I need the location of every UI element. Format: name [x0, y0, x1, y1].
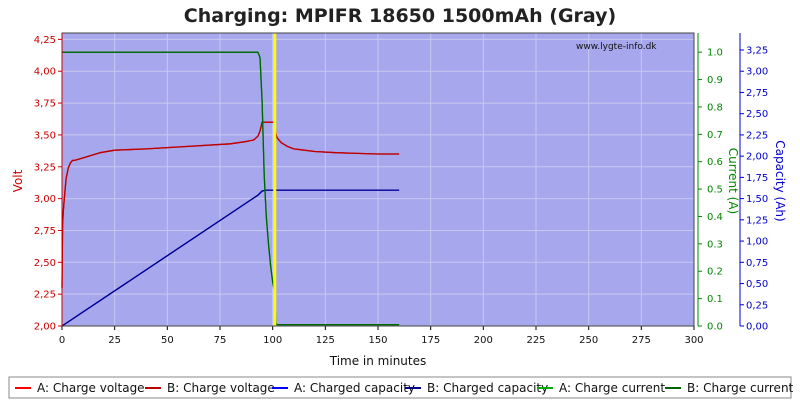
current-tick-label: 0.8	[707, 102, 723, 113]
legend-item: B: Charge voltage	[145, 381, 275, 395]
x-tick-label: 25	[108, 335, 121, 346]
volt-tick-label: 2,25	[34, 290, 56, 301]
legend-item: B: Charge current	[665, 381, 794, 395]
x-tick-label: 225	[526, 335, 545, 346]
x-tick-label: 200	[474, 335, 493, 346]
volt-tick-label: 3,25	[34, 162, 56, 173]
x-tick-label: 175	[421, 335, 440, 346]
legend-item: A: Charge voltage	[15, 381, 145, 395]
capacity-tick-label: 2,50	[746, 109, 768, 120]
x-tick-label: 0	[59, 335, 65, 346]
legend-box	[8, 376, 792, 399]
x-tick-label: 50	[161, 335, 174, 346]
capacity-tick-label: 0,25	[746, 300, 768, 311]
capacity-tick-label: 0,50	[746, 279, 768, 290]
x-tick-label: 125	[316, 335, 335, 346]
capacity-tick-label: 1,00	[746, 237, 768, 248]
volt-tick-label: 2,00	[34, 322, 56, 333]
capacity-tick-label: 2,00	[746, 152, 768, 163]
capacity-tick-label: 1,25	[746, 215, 768, 226]
x-tick-label: 100	[263, 335, 282, 346]
watermark: www.lygte-info.dk	[576, 42, 657, 52]
chart-title: Charging: MPIFR 18650 1500mAh (Gray)	[184, 5, 616, 27]
y-axis-label-current: Current (A)	[726, 148, 740, 214]
plot-area: www.lygte-info.dk	[61, 33, 695, 327]
legend-label: B: Charge voltage	[167, 381, 275, 395]
capacity-tick-label: 1,75	[746, 173, 768, 184]
legend-label: B: Charged capacity	[427, 381, 548, 395]
capacity-tick-label: 3,00	[746, 67, 768, 78]
current-tick-label: 0.9	[707, 75, 723, 86]
current-tick-label: 0.0	[707, 322, 723, 333]
current-tick-label: 0.5	[707, 185, 723, 196]
volt-tick-label: 3,50	[34, 130, 56, 141]
capacity-tick-label: 0,75	[746, 258, 768, 269]
current-tick-label: 0.6	[707, 157, 723, 168]
volt-tick-label: 4,00	[34, 67, 56, 78]
legend-item: B: Charged capacity	[405, 381, 548, 395]
volt-tick-label: 4,25	[34, 35, 56, 46]
x-tick-label: 300	[684, 335, 703, 346]
capacity-tick-label: 2,25	[746, 130, 768, 141]
y-axis-label-capacity: Capacity (Ah)	[773, 140, 787, 221]
volt-tick-label: 2,75	[34, 226, 56, 237]
legend-item: A: Charged capacity	[272, 381, 415, 395]
x-tick-label: 150	[368, 335, 387, 346]
volt-tick-label: 2,50	[34, 258, 56, 269]
legend-label: A: Charge voltage	[37, 381, 145, 395]
x-tick-label: 75	[214, 335, 227, 346]
axes: 0 25 50 75 100 125 150 175 200 225 250 275 300 2,00 2,…	[34, 32, 768, 346]
y-axis-label-volt: Volt	[11, 169, 25, 192]
x-tick-label: 250	[579, 335, 598, 346]
x-tick-label: 275	[632, 335, 651, 346]
x-axis-label: Time in minutes	[329, 354, 427, 368]
legend: A: Charge voltage B: Charge voltage A: Cha…	[8, 376, 794, 399]
current-tick-label: 0.7	[707, 130, 723, 141]
current-tick-label: 1.0	[707, 48, 723, 59]
capacity-tick-label: 2,75	[746, 88, 768, 99]
current-tick-label: 0.3	[707, 239, 723, 250]
legend-label: B: Charge current	[687, 381, 794, 395]
current-tick-label: 0.1	[707, 294, 723, 305]
legend-label: A: Charged capacity	[294, 381, 415, 395]
series-line-b-charge-voltage	[61, 121, 400, 288]
capacity-tick-label: 3,25	[746, 45, 768, 56]
volt-tick-label: 3,00	[34, 194, 56, 205]
legend-item: A: Charge current	[537, 381, 665, 395]
current-tick-label: 0.4	[707, 212, 723, 223]
legend-label: A: Charge current	[559, 381, 665, 395]
capacity-tick-label: 0,00	[746, 322, 768, 333]
series-line-b-charged-capacity	[61, 189, 400, 327]
volt-tick-label: 3,75	[34, 99, 56, 110]
capacity-tick-label: 1,50	[746, 194, 768, 205]
current-tick-label: 0.2	[707, 267, 723, 278]
